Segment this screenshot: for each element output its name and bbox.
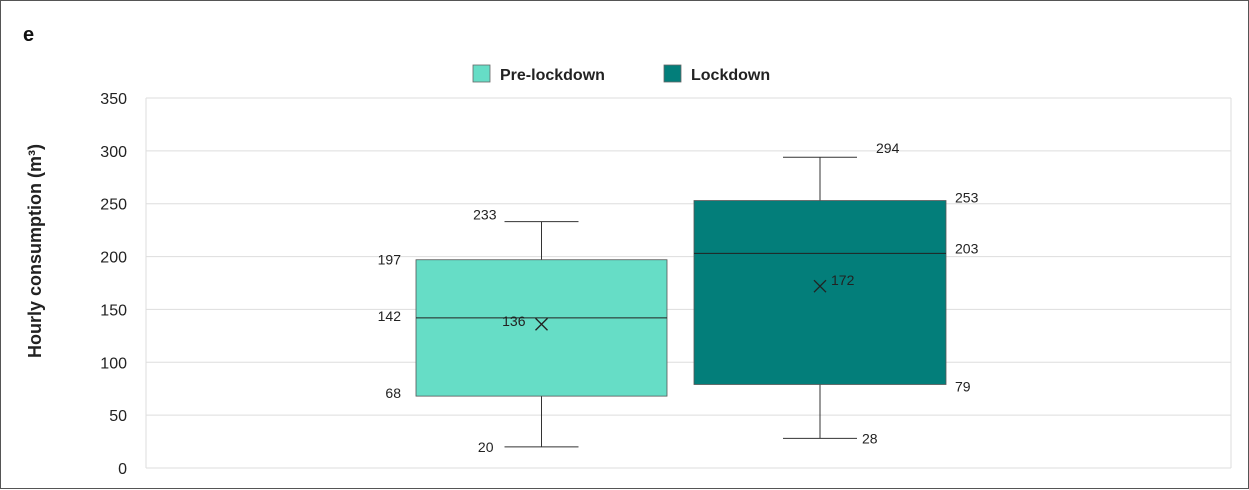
- y-tick-label: 300: [100, 144, 127, 161]
- legend: Pre-lockdown Lockdown: [472, 64, 770, 84]
- y-tick-label: 200: [100, 250, 127, 267]
- q3-label: 197: [378, 252, 402, 268]
- min-label: 28: [862, 430, 878, 446]
- legend-label: Pre-lockdown: [500, 67, 605, 84]
- y-axis-label: Hourly consumption (m³): [25, 144, 45, 358]
- box-lockdown: 294 28 253 203 79 172: [693, 140, 979, 446]
- max-label: 233: [473, 207, 497, 223]
- mean-label: 136: [502, 313, 526, 329]
- median-label: 203: [955, 240, 979, 256]
- mean-marker: [535, 317, 548, 331]
- q1-label: 68: [385, 385, 401, 401]
- grid-lines: [145, 97, 1232, 469]
- mean-marker: [813, 279, 827, 293]
- y-tick-label: 100: [100, 355, 127, 372]
- legend-swatch: [472, 64, 491, 83]
- q1-label: 79: [955, 378, 971, 394]
- y-tick-label: 150: [100, 302, 127, 319]
- median-label: 142: [378, 308, 402, 324]
- legend-swatch: [663, 64, 682, 83]
- min-label: 20: [478, 439, 494, 455]
- y-tick-labels: 0 50 100 150 200 250 300 350: [100, 91, 127, 478]
- mean-label: 172: [831, 272, 855, 288]
- iqr-box: [415, 259, 668, 397]
- panel-letter: e: [23, 24, 34, 46]
- y-tick-label: 50: [109, 408, 127, 425]
- y-tick-label: 250: [100, 197, 127, 214]
- y-tick-label: 350: [100, 91, 127, 108]
- legend-label: Lockdown: [691, 67, 770, 84]
- q3-label: 253: [955, 190, 979, 206]
- iqr-box: [693, 200, 947, 385]
- boxes: 233 20 197 142 68 136 294 28 253 203 79 172: [378, 140, 979, 455]
- box-pre-lockdown: 233 20 197 142 68 136: [378, 207, 668, 455]
- max-label: 294: [876, 140, 900, 156]
- y-tick-label: 0: [118, 461, 127, 478]
